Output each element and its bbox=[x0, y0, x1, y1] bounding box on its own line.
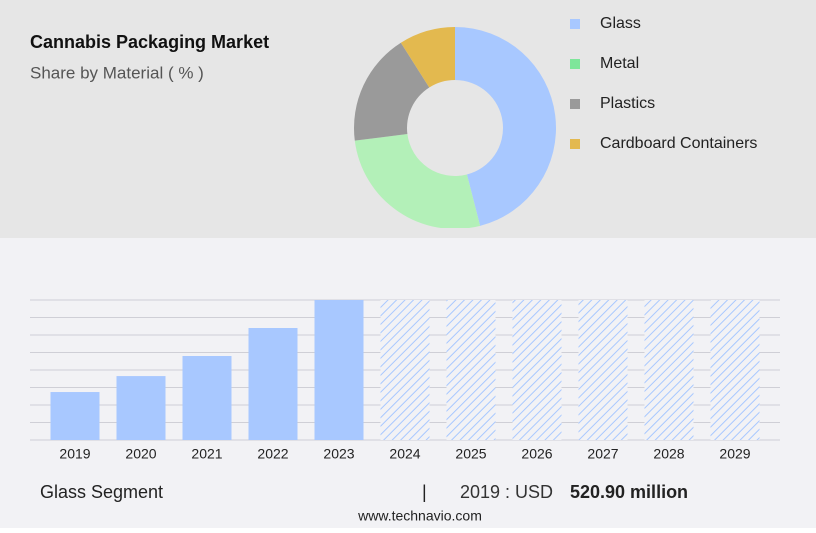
donut-slice bbox=[400, 27, 455, 88]
x-tick-label: 2019 bbox=[59, 446, 90, 462]
bar bbox=[50, 392, 100, 440]
value-label: 520.90 million bbox=[570, 482, 688, 502]
bar bbox=[314, 300, 364, 440]
legend-label: Plastics bbox=[600, 95, 655, 112]
donut bbox=[354, 27, 556, 228]
bar bbox=[116, 376, 166, 440]
chart-title: Cannabis Packaging Market bbox=[30, 32, 269, 52]
x-tick-label: 2022 bbox=[257, 446, 288, 462]
separator: | bbox=[422, 482, 427, 502]
x-tick-label: 2028 bbox=[653, 446, 684, 462]
x-tick-label: 2027 bbox=[587, 446, 618, 462]
x-tick-label: 2024 bbox=[389, 446, 420, 462]
legend-swatch bbox=[570, 99, 580, 109]
legend-label: Metal bbox=[600, 55, 639, 72]
bar bbox=[248, 328, 298, 440]
source: www.technavio.com bbox=[357, 508, 482, 524]
forecast-placeholder bbox=[512, 300, 562, 440]
x-tick-label: 2025 bbox=[455, 446, 486, 462]
bar bbox=[182, 356, 232, 440]
x-tick-label: 2029 bbox=[719, 446, 750, 462]
x-tick-label: 2020 bbox=[125, 446, 156, 462]
legend-swatch bbox=[570, 59, 580, 69]
chart-subtitle: Share by Material ( % ) bbox=[30, 63, 204, 82]
donut-slice bbox=[455, 27, 556, 226]
forecast-placeholder bbox=[710, 300, 760, 440]
legend-swatch bbox=[570, 19, 580, 29]
x-tick-label: 2026 bbox=[521, 446, 552, 462]
legend-swatch bbox=[570, 139, 580, 149]
forecast-placeholder bbox=[578, 300, 628, 440]
legend-label: Cardboard Containers bbox=[600, 135, 757, 152]
x-tick-label: 2023 bbox=[323, 446, 354, 462]
legend-label: Glass bbox=[600, 15, 641, 32]
x-tick-label: 2021 bbox=[191, 446, 222, 462]
forecast-placeholder bbox=[644, 300, 694, 440]
donut-slice bbox=[354, 134, 481, 228]
forecast-placeholder bbox=[446, 300, 496, 440]
donut-slice bbox=[354, 42, 430, 141]
segment-label: Glass Segment bbox=[40, 482, 163, 502]
year-label: 2019 : USD bbox=[460, 482, 553, 502]
forecast-placeholder bbox=[380, 300, 430, 440]
